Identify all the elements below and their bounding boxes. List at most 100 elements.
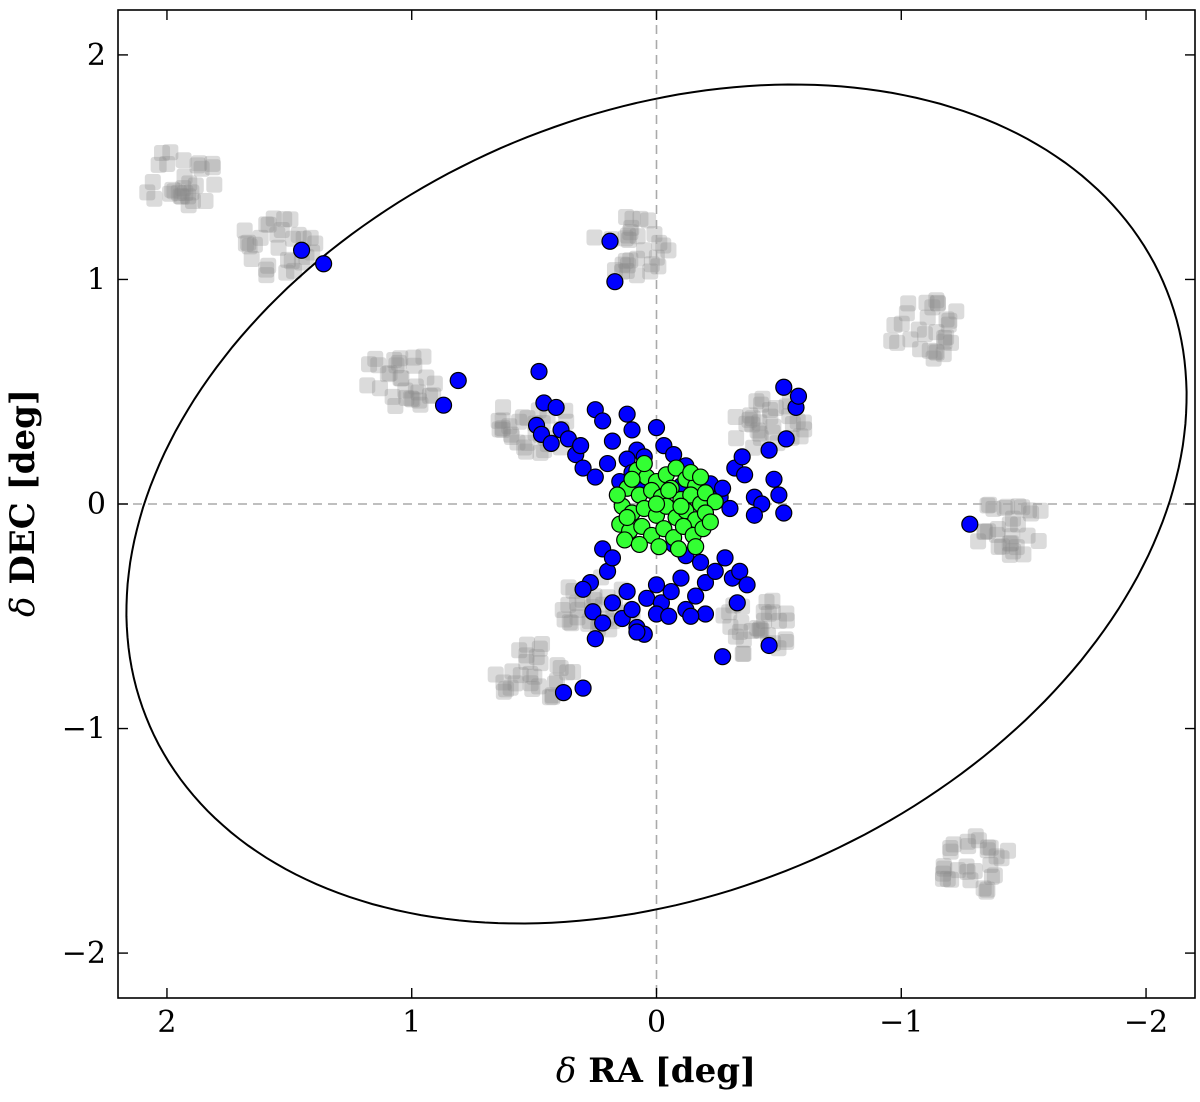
field-marker <box>293 254 310 271</box>
field-marker <box>371 380 388 397</box>
data-point <box>603 594 622 612</box>
field-marker <box>999 498 1016 515</box>
field-marker <box>614 256 631 273</box>
field-marker <box>421 387 438 404</box>
data-point <box>738 576 756 594</box>
data-point <box>554 684 573 702</box>
field-marker <box>753 622 770 639</box>
field-marker <box>942 843 959 860</box>
field-marker <box>756 612 773 629</box>
field-marker <box>175 180 192 197</box>
field-marker <box>617 230 634 247</box>
field-marker <box>751 622 768 639</box>
field-marker <box>162 185 179 202</box>
field-marker <box>980 839 997 856</box>
data-point <box>701 513 719 531</box>
data-point <box>586 468 604 486</box>
x-tick-label: 0 <box>647 1005 666 1040</box>
field-marker <box>379 366 396 383</box>
x-tick-label: −2 <box>1124 1005 1168 1040</box>
x-tick-label: 2 <box>157 1005 176 1040</box>
data-point <box>721 499 739 518</box>
data-point <box>687 538 705 556</box>
field-marker <box>487 666 504 683</box>
field-marker <box>795 414 812 431</box>
field-marker <box>619 227 636 244</box>
data-point <box>775 504 793 522</box>
field-marker <box>986 867 1003 884</box>
data-point <box>672 497 690 515</box>
field-marker <box>636 242 653 259</box>
field-marker <box>511 642 528 659</box>
field-marker <box>1000 842 1017 859</box>
x-axis-label-text: RA [deg] <box>588 1051 756 1091</box>
data-point <box>713 648 732 666</box>
data-point <box>623 600 641 619</box>
field-marker <box>767 399 784 416</box>
field-marker <box>184 193 201 210</box>
field-marker <box>976 523 993 540</box>
field-marker <box>620 232 637 249</box>
field-marker <box>162 144 179 161</box>
field-marker <box>758 593 775 610</box>
field-marker <box>307 235 324 252</box>
data-point <box>574 679 592 697</box>
field-marker <box>919 309 936 326</box>
data-point <box>775 378 793 396</box>
data-point <box>616 531 634 549</box>
field-marker <box>715 607 732 624</box>
field-marker <box>940 316 957 333</box>
field-marker <box>561 614 578 631</box>
field-marker <box>619 257 636 274</box>
field-marker <box>792 428 809 445</box>
field-marker <box>789 413 806 430</box>
field-marker <box>1032 502 1049 519</box>
field-marker <box>743 622 760 639</box>
field-marker <box>916 326 933 343</box>
field-marker <box>269 226 286 243</box>
field-marker <box>180 197 197 214</box>
field-marker <box>929 294 946 311</box>
field-marker <box>403 390 420 407</box>
field-marker <box>1010 498 1027 515</box>
field-marker <box>764 604 781 621</box>
field-marker <box>415 348 432 365</box>
field-marker <box>646 226 663 243</box>
field-marker <box>784 416 801 433</box>
data-point <box>733 448 751 466</box>
field-marker <box>741 411 758 428</box>
field-marker <box>1030 532 1047 549</box>
field-marker <box>979 497 996 514</box>
data-point <box>623 421 641 439</box>
field-marker <box>554 601 571 618</box>
field-marker <box>1001 516 1018 533</box>
field-marker <box>276 211 293 228</box>
field-marker <box>979 842 996 859</box>
data-point <box>691 468 710 486</box>
data-point <box>547 398 565 417</box>
field-marker <box>962 872 979 889</box>
field-marker <box>282 211 299 228</box>
field-marker <box>748 393 765 410</box>
field-marker <box>1001 535 1018 552</box>
field-marker <box>734 645 751 662</box>
field-marker <box>902 331 919 348</box>
field-marker <box>494 421 511 438</box>
data-point <box>682 607 700 625</box>
field-marker <box>144 173 161 190</box>
field-marker <box>762 402 779 419</box>
field-marker <box>370 357 387 374</box>
data-point <box>672 569 690 587</box>
field-marker <box>945 836 962 853</box>
field-marker <box>994 538 1011 555</box>
field-marker <box>412 396 429 413</box>
field-marker <box>622 224 639 241</box>
ellipse-layer <box>125 83 1188 925</box>
data-point <box>315 255 333 273</box>
field-marker <box>942 334 959 351</box>
data-point <box>716 549 734 567</box>
data-point <box>603 432 622 450</box>
field-marker <box>290 226 307 243</box>
data-point <box>638 589 656 607</box>
